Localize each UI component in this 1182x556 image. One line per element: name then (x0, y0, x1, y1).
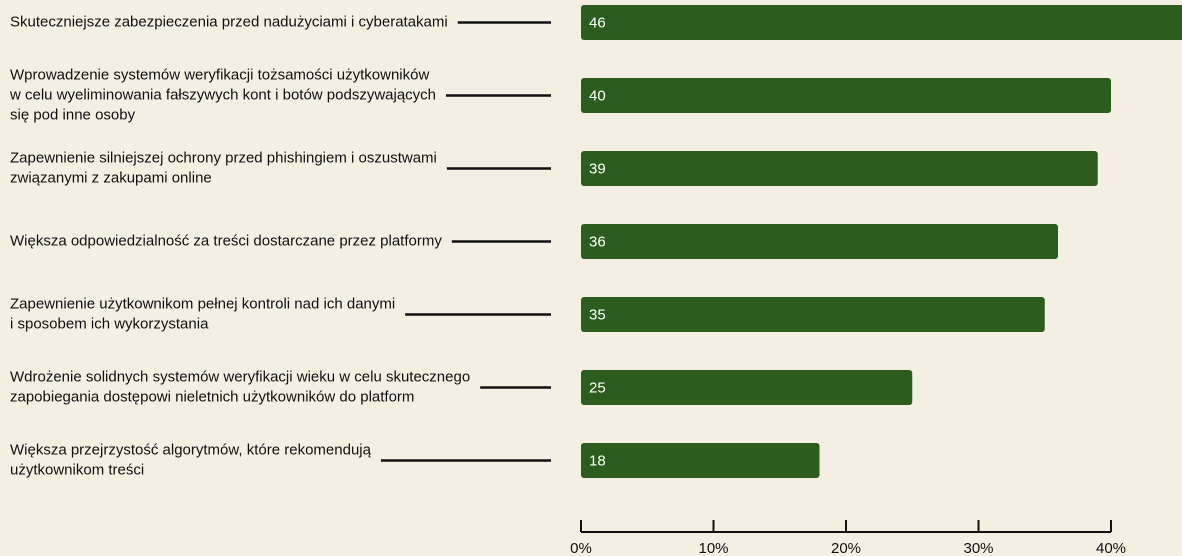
value-label: 39 (589, 160, 606, 177)
category-label: Wdrożenie solidnych systemów weryfikacji… (10, 368, 470, 385)
x-tick-label: 10% (698, 540, 728, 556)
category-label: Zapewnienie silniejszej ochrony przed ph… (10, 149, 437, 166)
x-tick-label: 30% (963, 540, 993, 556)
category-label: zapobiegania dostępowi nieletnich użytko… (10, 388, 414, 405)
x-tick-label: 40% (1096, 540, 1126, 556)
x-tick-label: 0% (570, 540, 592, 556)
bar (581, 151, 1098, 186)
category-label: związanymi z zakupami online (10, 169, 212, 186)
value-label: 46 (589, 14, 606, 31)
bar (581, 443, 820, 478)
value-label: 35 (589, 306, 606, 323)
bar (581, 297, 1045, 332)
value-label: 40 (589, 87, 606, 104)
bar (581, 224, 1058, 259)
bar (581, 370, 912, 405)
bar (581, 5, 1182, 40)
value-label: 25 (589, 379, 606, 396)
chart: Skuteczniejsze zabezpieczenia przed nadu… (0, 0, 1182, 556)
category-label: użytkownikom treści (10, 461, 144, 478)
value-label: 36 (589, 233, 606, 250)
category-label: i sposobem ich wykorzystania (10, 315, 209, 332)
value-label: 18 (589, 452, 606, 469)
category-label: Zapewnienie użytkownikom pełnej kontroli… (10, 295, 395, 312)
category-label: Większa odpowiedzialność za treści dosta… (10, 232, 442, 249)
page: {"chart_data": {"type": "barh", "categor… (0, 0, 1182, 556)
bar (581, 78, 1111, 113)
category-label: się pod inne osoby (10, 106, 136, 123)
category-label: w celu wyeliminowania fałszywych kont i … (9, 86, 436, 103)
category-label: Wprowadzenie systemów weryfikacji tożsam… (10, 66, 429, 83)
category-label: Skuteczniejsze zabezpieczenia przed nadu… (10, 13, 448, 30)
category-label: Większa przejrzystość algorytmów, które … (10, 441, 372, 458)
x-tick-label: 20% (831, 540, 861, 556)
